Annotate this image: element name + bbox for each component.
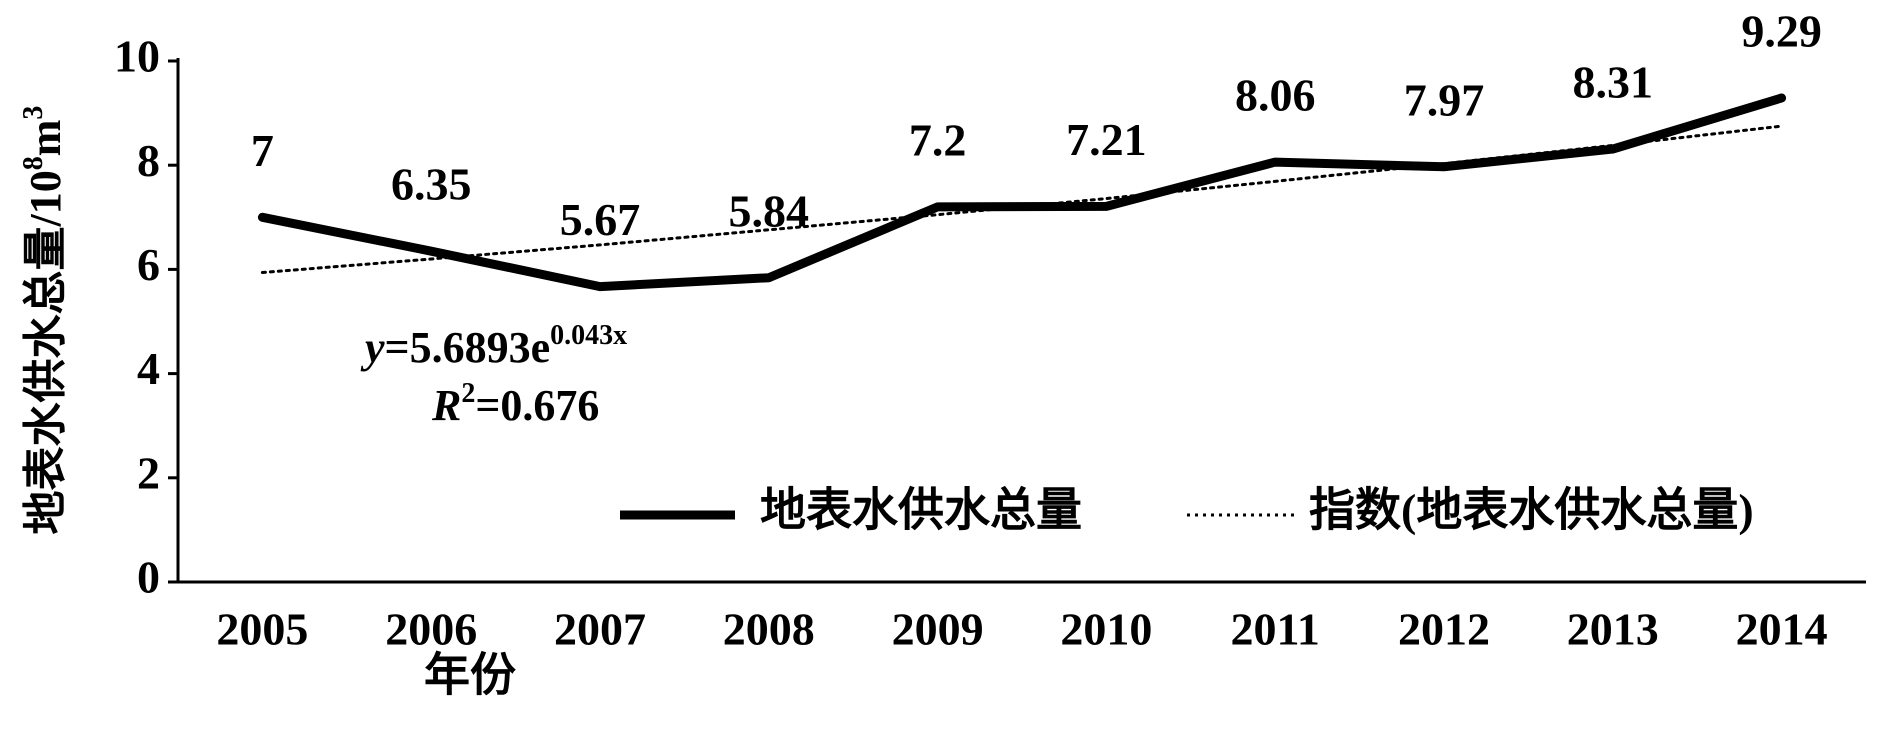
r2-part: =0.676 bbox=[475, 381, 599, 430]
y-axis-label: 地表水供水总量/108m3 bbox=[18, 106, 70, 535]
data-label: 5.84 bbox=[729, 185, 810, 236]
data-label: 5.67 bbox=[560, 194, 641, 245]
r2-sup: 2 bbox=[461, 378, 475, 409]
x-tick-label: 2012 bbox=[1398, 604, 1490, 655]
x-tick-label: 2014 bbox=[1736, 604, 1828, 655]
x-tick-label: 2008 bbox=[723, 604, 815, 655]
data-label: 8.31 bbox=[1573, 57, 1654, 108]
y-tick-label: 2 bbox=[137, 447, 160, 498]
y-tick-label: 4 bbox=[137, 343, 160, 394]
x-tick-label: 2013 bbox=[1567, 604, 1659, 655]
y-label-part: m bbox=[21, 120, 70, 157]
data-label: 7 bbox=[251, 125, 274, 176]
eq-part: y bbox=[360, 323, 385, 372]
data-label: 6.35 bbox=[391, 159, 472, 210]
series-line bbox=[260, 124, 1784, 275]
y-tick-label: 0 bbox=[137, 552, 160, 603]
x-axis-label: 年份 bbox=[424, 650, 516, 701]
data-label: 7.97 bbox=[1404, 74, 1485, 125]
x-tick-label: 2010 bbox=[1060, 604, 1152, 655]
y-tick-label: 6 bbox=[137, 239, 160, 290]
legend-label: 地表水供水总量 bbox=[760, 485, 1082, 536]
eq-exponent: 0.043x bbox=[550, 320, 627, 351]
data-label: 8.06 bbox=[1235, 70, 1316, 121]
y-label-sup: 8 bbox=[18, 156, 49, 170]
x-tick-label: 2006 bbox=[385, 604, 477, 655]
x-tick-label: 2007 bbox=[554, 604, 646, 655]
y-label-sup: 3 bbox=[18, 106, 49, 120]
r2-part: R bbox=[431, 381, 461, 430]
series-line bbox=[257, 93, 1787, 292]
y-tick-label: 8 bbox=[137, 135, 160, 186]
y-tick-label: 10 bbox=[114, 31, 160, 82]
data-label: 7.2 bbox=[909, 114, 967, 165]
x-tick-label: 2005 bbox=[216, 604, 308, 655]
data-label: 7.21 bbox=[1066, 114, 1147, 165]
trend-r2: R2=0.676 bbox=[431, 378, 599, 430]
data-label: 9.29 bbox=[1741, 6, 1822, 57]
eq-part: =5.6893e bbox=[385, 323, 551, 372]
trend-equation: y=5.6893e0.043x bbox=[360, 320, 627, 372]
x-tick-label: 2009 bbox=[892, 604, 984, 655]
legend-label: 指数(地表水供水总量) bbox=[1309, 485, 1754, 536]
x-tick-label: 2011 bbox=[1230, 604, 1319, 655]
y-label-part: 地表水供水总量/10 bbox=[21, 170, 70, 534]
